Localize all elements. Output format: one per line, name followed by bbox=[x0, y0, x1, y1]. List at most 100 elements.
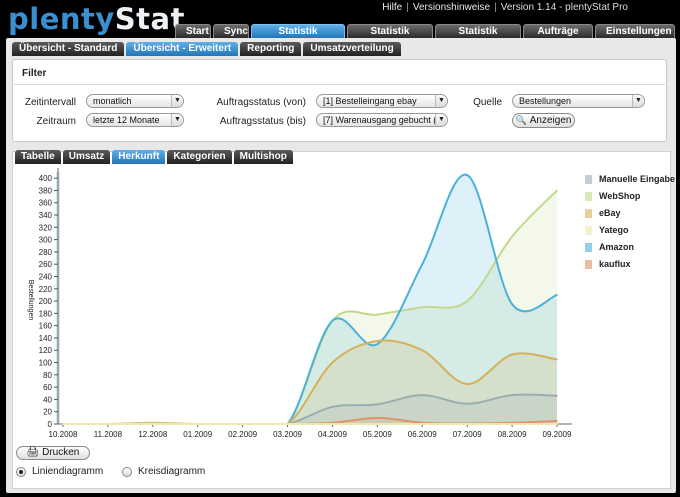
drucken-label: Drucken bbox=[42, 447, 80, 458]
zeitintervall-select[interactable]: monatlich ▼ bbox=[86, 94, 184, 108]
y-tick-label: 160 bbox=[39, 322, 53, 331]
help-link[interactable]: Hilfe bbox=[382, 2, 403, 13]
zeitraum-label: Zeitraum bbox=[36, 116, 76, 127]
y-tick-label: 0 bbox=[48, 420, 53, 429]
release-notes-link[interactable]: Versionshinweise bbox=[412, 2, 491, 13]
point-ebay bbox=[376, 340, 379, 342]
printer-icon: 🖨 bbox=[26, 447, 43, 458]
x-tick-label: 07.2009 bbox=[453, 430, 482, 439]
y-tick-label: 360 bbox=[39, 199, 53, 208]
point-webshop bbox=[556, 189, 558, 192]
point-yatego bbox=[107, 423, 109, 425]
legend-label: Manuelle Eingabe bbox=[599, 174, 676, 184]
area-ebay bbox=[63, 340, 557, 424]
legend-swatch bbox=[585, 192, 592, 201]
anzeigen-button[interactable]: 🔍 Anzeigen bbox=[512, 113, 575, 128]
search-icon: 🔍 bbox=[515, 115, 527, 125]
y-tick-label: 340 bbox=[39, 211, 53, 220]
point-ebay bbox=[331, 361, 334, 364]
y-tick-label: 40 bbox=[43, 395, 52, 404]
tab-umsatz[interactable]: Umsatz bbox=[62, 150, 111, 164]
chevron-down-icon: ▼ bbox=[171, 95, 183, 107]
top-links: Hilfe | Versionshinweise | Version 1.14 - pl… bbox=[382, 2, 628, 13]
tab-kategorien[interactable]: Kategorien bbox=[167, 150, 232, 164]
point-ebay bbox=[511, 353, 513, 356]
point-amazon bbox=[556, 294, 558, 296]
y-tick-label: 300 bbox=[39, 236, 53, 245]
tab-multishop[interactable]: Multishop bbox=[233, 150, 293, 164]
drucken-button[interactable]: 🖨 Drucken bbox=[16, 446, 90, 460]
sub-navigation: Übersicht - Standard Übersicht - Erweite… bbox=[12, 42, 403, 56]
x-tick-label: 12.2008 bbox=[138, 430, 167, 439]
filter-divider bbox=[14, 84, 665, 85]
area-amazon bbox=[63, 174, 557, 424]
radio-dot-icon bbox=[122, 467, 132, 477]
tab-tabelle[interactable]: Tabelle bbox=[15, 150, 61, 164]
point-amazon bbox=[511, 303, 513, 305]
y-tick-label: 60 bbox=[43, 383, 52, 392]
y-tick-label: 280 bbox=[39, 248, 53, 257]
subtab-umsatzverteilung[interactable]: Umsatzverteilung bbox=[303, 42, 401, 56]
zeitraum-select[interactable]: letzte 12 Monate ▼ bbox=[86, 113, 184, 127]
y-tick-label: 100 bbox=[39, 359, 53, 368]
anzeigen-label: Anzeigen bbox=[529, 115, 572, 126]
zeitraum-value: letzte 12 Monate bbox=[93, 115, 160, 125]
point-ebay bbox=[421, 349, 424, 352]
y-tick-label: 140 bbox=[39, 334, 53, 343]
point-webshop bbox=[421, 306, 424, 309]
auftragsstatus-von-label: Auftragsstatus (von) bbox=[216, 97, 306, 108]
point-yatego bbox=[286, 423, 289, 425]
x-tick-label: 03.2009 bbox=[273, 430, 302, 439]
point-webshop bbox=[511, 235, 513, 238]
tab-statistik-kunden[interactable]: Statistik Kunden bbox=[435, 24, 521, 51]
y-tick-label: 120 bbox=[39, 346, 53, 355]
point-yatego bbox=[466, 423, 468, 425]
main-navigation: Start Sync Statistik Umsatz Statistik Ar… bbox=[175, 24, 677, 51]
tab-einstellungen[interactable]: Einstellungen bbox=[595, 24, 675, 38]
legend-label: Yatego bbox=[599, 225, 629, 235]
point-yatego bbox=[241, 423, 244, 425]
subtab-uebersicht-erweitert[interactable]: Übersicht - Erweitert bbox=[126, 42, 239, 56]
tab-auftraege[interactable]: Aufträge bbox=[523, 24, 593, 38]
quelle-select[interactable]: Bestellungen ▼ bbox=[512, 94, 645, 108]
quelle-value: Bestellungen bbox=[519, 96, 572, 106]
plentystat-logo: plentyStat bbox=[8, 2, 185, 36]
point-webshop bbox=[466, 300, 468, 302]
point-amazon bbox=[421, 263, 424, 265]
legend-swatch bbox=[585, 260, 592, 269]
auftragsstatus-von-value: [1] Bestelleingang ebay bbox=[323, 96, 417, 106]
chart-tabs: Tabelle Umsatz Herkunft Kategorien Multi… bbox=[15, 150, 295, 164]
filter-title: Filter bbox=[22, 68, 47, 79]
tab-herkunft[interactable]: Herkunft bbox=[112, 150, 166, 164]
legend-swatch bbox=[585, 209, 592, 218]
legend-swatch bbox=[585, 226, 592, 235]
auftragsstatus-von-select[interactable]: [1] Bestelleingang ebay ▼ bbox=[316, 94, 448, 108]
point-yatego bbox=[556, 423, 558, 425]
zeitintervall-label: Zeitintervall bbox=[24, 97, 76, 108]
y-tick-label: 200 bbox=[39, 297, 53, 306]
chevron-down-icon: ▼ bbox=[435, 114, 447, 126]
radio-liniendiagramm-label: Liniendiagramm bbox=[32, 466, 104, 477]
point-yatego bbox=[331, 423, 334, 425]
legend-label: WebShop bbox=[599, 191, 641, 201]
tab-start[interactable]: Start bbox=[175, 24, 211, 38]
tab-statistik-artikel[interactable]: Statistik Artikel bbox=[347, 24, 433, 51]
subtab-uebersicht-standard[interactable]: Übersicht - Standard bbox=[12, 42, 125, 56]
point-yatego bbox=[421, 423, 424, 425]
zeitintervall-value: monatlich bbox=[93, 96, 132, 106]
point-manuelle-eingabe bbox=[421, 394, 424, 396]
x-tick-label: 05.2009 bbox=[363, 430, 392, 439]
y-tick-label: 240 bbox=[39, 272, 53, 281]
y-axis-label: Bestellungen bbox=[27, 280, 34, 321]
tab-sync[interactable]: Sync bbox=[213, 24, 249, 38]
subtab-reporting[interactable]: Reporting bbox=[240, 42, 302, 56]
point-manuelle-eingabe bbox=[511, 394, 513, 396]
y-tick-label: 180 bbox=[39, 309, 53, 318]
tab-statistik-umsatz[interactable]: Statistik Umsatz bbox=[251, 24, 345, 51]
point-kauflux bbox=[376, 417, 379, 419]
auftragsstatus-bis-select[interactable]: [7] Warenausgang gebucht (V ▼ bbox=[316, 113, 448, 127]
point-yatego bbox=[196, 423, 199, 425]
area-webshop bbox=[63, 190, 557, 424]
radio-dot-icon bbox=[16, 467, 26, 477]
point-ebay bbox=[466, 383, 468, 385]
